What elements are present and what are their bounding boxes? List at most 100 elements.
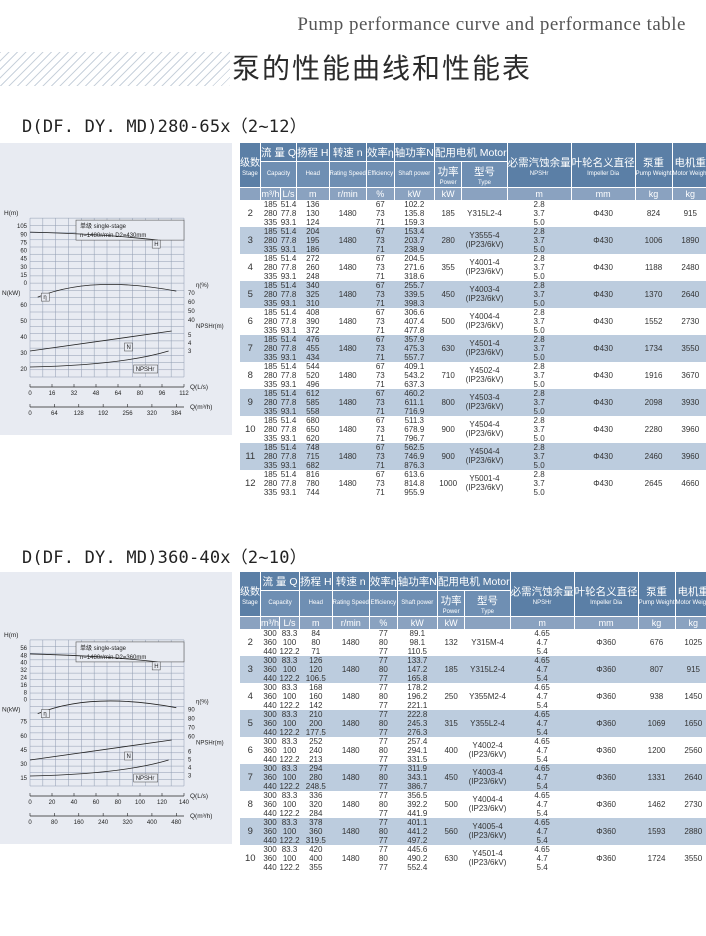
- n-tick-label: 60: [20, 303, 27, 309]
- cell-efficiency-value: 71: [375, 379, 385, 389]
- cell-capacity-m3h-value: 300: [263, 790, 277, 800]
- cell-npsh-value: 5.0: [533, 217, 545, 227]
- cell-head-value: 319.5: [305, 835, 326, 845]
- cell-impeller: Φ430: [571, 253, 636, 281]
- cell-stage: 8: [240, 361, 261, 389]
- cell-capacity-m3h: 185 280 335: [260, 253, 281, 281]
- cell-npsh: 4.65 4.7 5.4: [510, 817, 575, 845]
- h-tick-label: 16: [20, 683, 27, 689]
- cell-stage: 11: [240, 442, 261, 470]
- unit-cell: m: [507, 187, 572, 200]
- q-ls-tick-label: 48: [93, 391, 100, 397]
- cell-pump-weight: 1069: [638, 709, 676, 737]
- cell-efficiency-value: 71: [375, 352, 385, 362]
- cell-motor-type: Y4002-4 (IP23/6kV): [464, 736, 511, 764]
- cell-pump-weight: 1734: [635, 334, 672, 362]
- cell-shaft-power-value: 678.9: [404, 424, 425, 434]
- cell-capacity-m3h-value: 360: [263, 718, 277, 728]
- cell-efficiency: 67 73 71: [366, 199, 395, 227]
- col-npsh: 必需汽蚀余量 NPSHr: [507, 143, 572, 188]
- cell-speed: 1480: [329, 226, 367, 254]
- table-row: 10 185 280 335 51.4 77.8 93.1 680 650 620 1480 67 73…: [240, 415, 706, 443]
- table-row: 3 300 360 440 83.3 100 122.2 126 120 106.5 1480 77 8…: [240, 655, 706, 683]
- cell-npsh: 4.65 4.7 5.4: [510, 736, 575, 764]
- cell-npsh-value: 3.7: [533, 208, 545, 218]
- table-row: 5 185 280 335 51.4 77.8 93.1 340 325 310 1480 67 73 7…: [240, 280, 706, 308]
- header-row-2: Capacity Head Rating Speed Efficiency Shaft …: [240, 161, 706, 188]
- cell-shaft-power-value: 955.9: [404, 487, 425, 497]
- cell-efficiency: 67 73 71: [366, 226, 395, 254]
- unit-cell: mm: [574, 616, 639, 629]
- cell-head-value: 248: [306, 271, 320, 281]
- cell-pump-weight: 2098: [635, 388, 672, 416]
- cell-efficiency: 67 73 71: [366, 280, 395, 308]
- cell-capacity-ls: 51.4 77.8 93.1: [280, 469, 297, 497]
- cell-shaft-power-value: 637.3: [404, 379, 425, 389]
- q-ls-tick-label: 80: [115, 800, 122, 806]
- h-tick-label: 24: [20, 675, 27, 681]
- col-motor-weight-label: 电机重: [674, 156, 706, 169]
- cell-npsh: 2.8 3.7 5.0: [507, 469, 572, 497]
- cell-capacity-ls-value: 93.1: [280, 244, 297, 254]
- col-shaft-en: Shaft power: [394, 161, 435, 188]
- h-tick-label: 60: [20, 249, 27, 255]
- cell-capacity-m3h-value: 300: [263, 655, 277, 665]
- cell-motor-type: Y4003-4 (IP23/6kV): [461, 280, 508, 308]
- cell-capacity-ls-value: 100: [282, 799, 297, 809]
- cell-shaft-power-value: 746.9: [404, 451, 425, 461]
- cell-motor-power: 630: [434, 334, 462, 362]
- cell-shaft-power: 102.2 135.8 159.3: [394, 199, 435, 227]
- curve-label-box: [151, 239, 161, 249]
- col-motor-label: 配用电机 Motor: [434, 147, 507, 159]
- cell-head-value: 408: [306, 307, 320, 317]
- cell-head-value: 160: [309, 691, 323, 701]
- cell-head: 84 80 71: [299, 628, 333, 656]
- cell-speed: 1480: [329, 253, 367, 281]
- col-shaft-en: Shaft power: [397, 590, 438, 617]
- n-tick-label: 75: [20, 720, 27, 726]
- cell-motor-weight: 3960: [672, 442, 706, 470]
- cell-motor-type: Y4003-4 (IP23/6kV): [464, 763, 511, 791]
- cell-efficiency-value: 71: [375, 325, 385, 335]
- cell-motor-type: Y4501-4 (IP23/6kV): [464, 844, 511, 872]
- table-row: 9 300 360 440 83.3 100 122.2 378 360 319.5 1480 77 8…: [240, 817, 706, 845]
- cell-head-value: 816: [306, 469, 320, 479]
- q-ls-tick-label: 0: [28, 800, 32, 806]
- cell-shaft-power-value: 133.7: [407, 655, 428, 665]
- cell-stage: 6: [240, 307, 261, 335]
- cell-head-value: 240: [309, 745, 323, 755]
- cell-efficiency-value: 71: [375, 244, 385, 254]
- col-type: 型号 Type: [464, 590, 511, 617]
- col-pump-weight: 泵重 Pump Weight: [635, 143, 673, 188]
- cell-shaft-power-value: 339.5: [404, 289, 425, 299]
- h-tick-label: 0: [24, 281, 28, 287]
- section-1-chart-bg: [0, 143, 232, 435]
- chart-note-line1: 单级 single-stage: [80, 644, 127, 652]
- cell-capacity-m3h-value: 440: [263, 727, 277, 737]
- cell-shaft-power-value: 511.3: [404, 415, 424, 425]
- unit-cell: L/s: [279, 616, 301, 629]
- header-title-en: Pump performance curve and performance t…: [297, 14, 686, 35]
- cell-head-value: 748: [306, 442, 320, 452]
- q-m3-tick-label: 0: [28, 820, 32, 826]
- cell-motor-power: 450: [437, 763, 465, 791]
- col-eff-en-label: Efficiency: [367, 171, 394, 177]
- cell-capacity-ls-value: 122.2: [279, 754, 300, 764]
- cell-capacity-m3h-value: 185: [263, 442, 278, 452]
- cell-efficiency-value: 80: [378, 718, 388, 728]
- cell-motor-type-value: (IP23/6kV): [465, 348, 504, 357]
- cell-npsh-value: 5.4: [536, 673, 548, 683]
- n-tick-label: 30: [20, 351, 27, 357]
- cell-head: 816 780 744: [296, 469, 330, 497]
- cell-motor-type-value: (IP23/6kV): [465, 429, 504, 438]
- cell-capacity-m3h-value: 300: [263, 709, 277, 719]
- cell-capacity-m3h-value: 300: [263, 682, 277, 692]
- col-type-label: 型号: [474, 166, 495, 178]
- col-stage-en: Stage: [242, 599, 258, 606]
- cell-motor-type-value: (IP23/6kV): [465, 294, 504, 303]
- cell-impeller: Φ360: [574, 844, 639, 872]
- cell-capacity-m3h: 185 280 335: [260, 415, 281, 443]
- cell-speed: 1480: [329, 334, 367, 362]
- h-tick-label: 40: [20, 661, 27, 667]
- cell-npsh-value: 3.7: [533, 262, 545, 272]
